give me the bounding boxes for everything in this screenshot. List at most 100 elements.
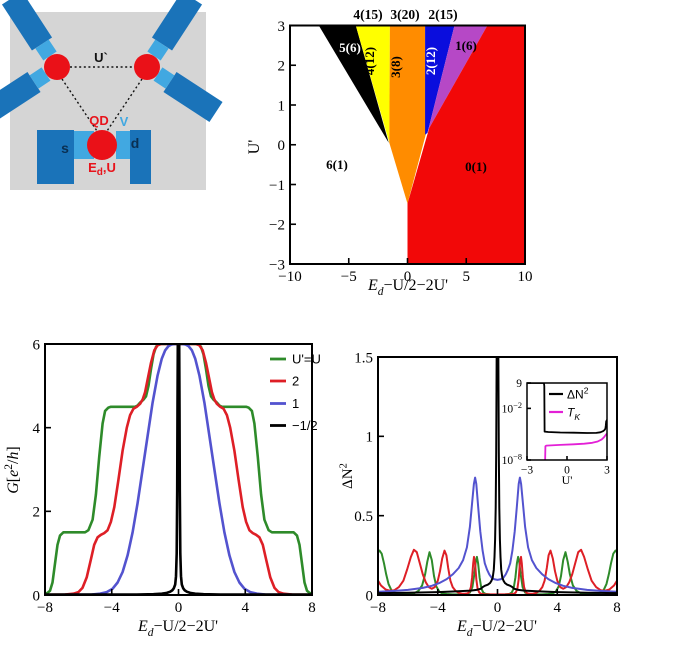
y-tick-label: 9 [516,378,522,390]
x-tick-label: −5 [341,269,357,285]
y-tick-label: 6 [33,337,41,353]
region-0-1-red [407,25,525,264]
y-tick-label: 0 [278,138,286,154]
conductance-plot: −8 −4 0 4 8 0 2 4 6 G[e2/h] Ed−U/2−2U' U'=U 2 1 −1/2 [3,337,321,639]
y-tick-label: 10−2 [502,401,522,415]
curve-2 [378,548,617,595]
region-1-6-purple [427,25,488,133]
curve-U'=U [378,549,617,595]
coupling-label: U` [94,50,108,65]
x-tick-label: −4 [430,600,446,616]
x-tick-label: 4 [242,600,250,616]
curve-1 [45,344,312,595]
electrode-top-left-upper [1,0,53,51]
drain-barrier [116,131,130,159]
barrier-top-right-upper [147,39,169,61]
y-tick-label: 0 [33,588,41,604]
phase-diagram-region-label-4-12: 4(12) [362,47,377,75]
y-tick-label: 0 [366,588,374,604]
phase-diagram-region-label-1-6: 1(6) [455,38,477,53]
x-tick-label: 10 [518,269,533,285]
interaction-line-right [106,78,143,132]
conductance-plot-x-axis-title: Ed−U/2−2U' [137,618,218,639]
x-tick-label: 8 [308,600,316,616]
dot-energy-label: Ed,U [88,160,116,178]
region-3-8-orange [389,25,426,204]
curve-U'=U [45,344,312,595]
x-tick-label: −3 [521,465,533,477]
region-4-12-yellow [355,25,390,143]
drain-electrode [130,130,151,184]
phase-diagram-top-label-2-15: 2(15) [428,7,457,22]
charge-variance-plot: −8 −4 0 4 8 0 0.5 1 1.5 ΔN2 Ed−U/2−2U' −3 0 3 9 10−2 10−… [337,350,621,639]
conductance-plot-legend-label: −1/2 [292,418,318,433]
electrode-top-right-lower [163,71,223,123]
charge-variance-plot-y-axis-title: ΔN2 [337,463,356,489]
x-tick-label: −8 [370,600,386,616]
x-tick-label: 4 [554,600,562,616]
phase-diagram-region-label-0-1: 0(1) [465,159,487,174]
electrode-top-left-lower [0,71,41,119]
interaction-line-left [61,78,98,132]
region-2-12-blue [425,25,455,135]
curve-ΔN^2 [527,383,607,434]
phase-diagram-top-label-4-15: 4(15) [353,7,382,22]
variance-inset-background [527,383,607,460]
phase-diagram-x-axis-title: Ed−U/2−2U' [367,277,448,298]
barrier-top-left-lower [29,67,51,89]
y-tick-label: −2 [269,218,285,234]
electrode-top-right-upper [151,0,203,51]
drain-label: d [131,135,140,151]
phase-diagram-y-axis-title: U' [246,140,263,155]
conductance-plot-legend-label: 2 [292,374,299,389]
source-electrode [37,130,74,184]
conductance-plot-y-axis-title: G[e2/h] [3,446,22,494]
conductance-plot-plot-area [45,344,312,595]
variance-inset-plot-area [527,383,607,460]
barrier-top-right-lower [153,67,175,89]
quantum-dot-top-left [44,54,70,80]
region-5-6-black [318,25,389,143]
quantum-dot-main [87,130,117,160]
y-tick-label: −3 [269,257,285,273]
curve-T_K [544,432,607,460]
charge-variance-plot-x-axis-title: Ed−U/2−2U' [456,618,537,639]
y-tick-label: 3 [278,19,286,35]
phase-diagram-region-label-5-6: 5(6) [339,40,361,55]
x-tick-label: 0 [404,269,412,285]
y-tick-label: 0.5 [354,509,373,525]
conductance-plot-legend-label: 1 [292,396,299,411]
curve-1 [378,476,617,593]
device-schematic: U` QD V s d Ed,U [0,0,223,190]
x-tick-label: 0 [175,600,183,616]
x-tick-label: −4 [104,600,120,616]
x-tick-label: 0 [494,600,502,616]
phase-diagram-top-label-3-20: 3(20) [390,7,419,22]
variance-inset-inset-x-axis-title: U' [562,473,573,487]
y-tick-label: 2 [33,505,41,521]
x-tick-label: 8 [613,600,621,616]
curve--1/2 [378,357,617,595]
y-tick-label: 1.5 [354,350,373,366]
phase-diagram-region-label-2-12: 2(12) [423,47,438,75]
x-tick-label: 5 [463,269,471,285]
quantum-dot-top-right [134,54,160,80]
y-tick-label: 1 [366,430,374,446]
variance-inset-legend-label: ΔN2 [567,386,589,402]
variance-inset-legend-label: TK [567,405,581,422]
x-tick-label: 0 [564,465,570,477]
curve-2 [45,344,312,595]
conductance-plot-legend-label: U'=U [292,352,321,367]
y-tick-label: 4 [33,421,41,437]
qd-label: QD [89,113,109,128]
x-tick-label: −8 [37,600,53,616]
y-tick-label: 10−8 [502,453,522,467]
phase-diagram-plot-area [290,25,525,264]
y-tick-label: 2 [278,59,286,75]
y-tick-label: −1 [269,178,285,194]
phase-diagram-region-label-6-1: 6(1) [326,157,348,172]
curve--1/2 [45,344,312,595]
hybridization-label: V [120,114,129,129]
